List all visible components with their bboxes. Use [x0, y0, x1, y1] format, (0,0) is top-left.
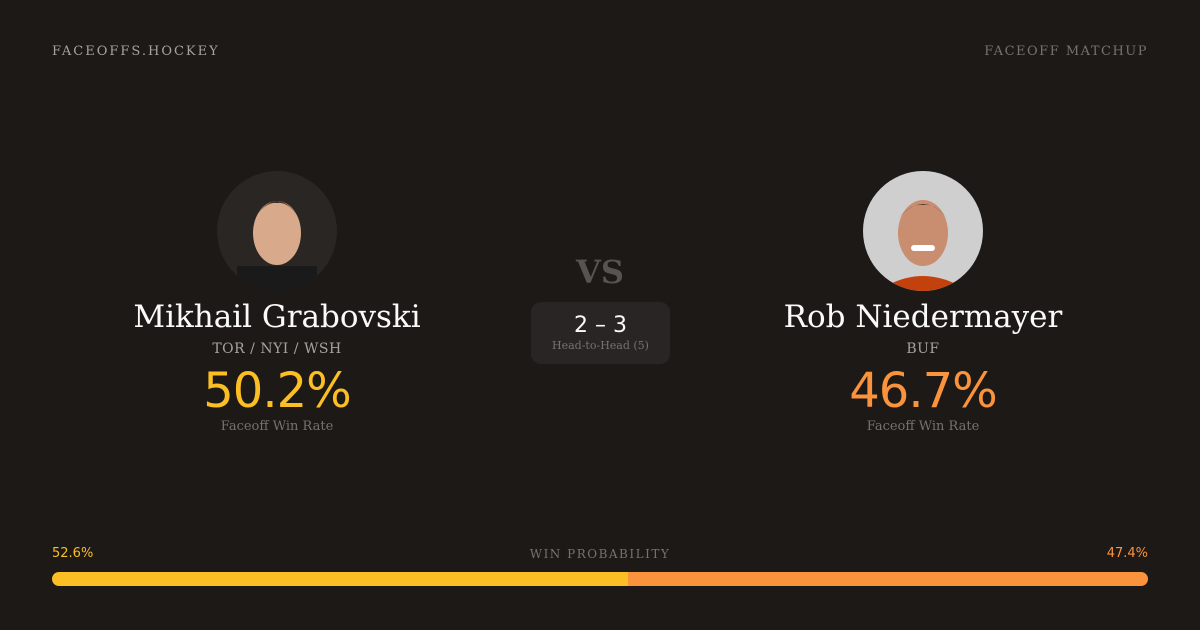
- win-probability-left: 52.6%: [52, 546, 94, 561]
- page-tag: FACEOFF MATCHUP: [984, 44, 1148, 59]
- player-left: Mikhail Grabovski TOR / NYI / WSH 50.2% …: [77, 171, 477, 434]
- player-teams: TOR / NYI / WSH: [212, 341, 342, 357]
- player-photo: [217, 171, 337, 291]
- win-rate: 46.7%: [849, 363, 997, 419]
- player-name: Mikhail Grabovski: [133, 299, 421, 335]
- player-name: Rob Niedermayer: [783, 299, 1063, 335]
- h2h-score: 2 – 3: [574, 313, 627, 338]
- player-teams: BUF: [906, 341, 940, 357]
- win-probability-label: WIN PROBABILITY: [529, 547, 671, 561]
- win-rate-label: Faceoff Win Rate: [866, 419, 980, 434]
- brand-logo: FACEOFFS.HOCKEY: [52, 44, 220, 59]
- head-to-head-card: 2 – 3 Head-to-Head (5): [531, 302, 670, 364]
- h2h-label: Head-to-Head (5): [552, 339, 649, 352]
- win-probability-right: 47.4%: [1106, 546, 1148, 561]
- player-right: Rob Niedermayer BUF 46.7% Faceoff Win Ra…: [723, 171, 1123, 434]
- win-rate-label: Faceoff Win Rate: [220, 419, 334, 434]
- win-probability-left-fill: [52, 572, 629, 586]
- win-probability-bar: [52, 572, 1148, 586]
- win-probability-right-fill: [628, 572, 1148, 586]
- player-photo: [863, 171, 983, 291]
- win-rate: 50.2%: [203, 363, 351, 419]
- vs-label: VS: [576, 253, 624, 291]
